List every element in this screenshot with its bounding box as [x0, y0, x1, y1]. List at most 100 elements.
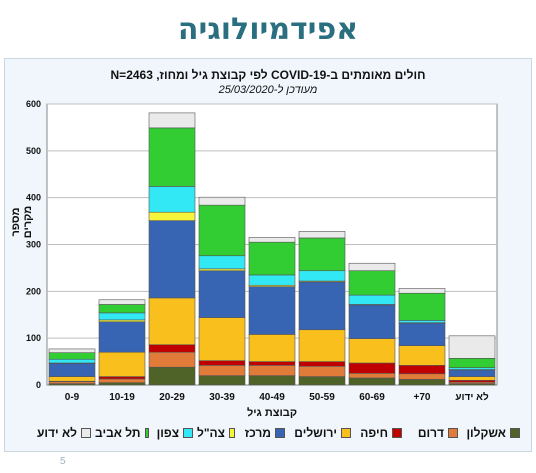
bar-segment: [98, 321, 146, 353]
legend-label: חיפה: [360, 426, 388, 440]
bar-segment: [198, 375, 246, 386]
bar-segment: [398, 320, 446, 324]
bar-segment: [248, 237, 296, 243]
x-tick-label: 40-49: [259, 392, 285, 403]
bar-segment: [348, 377, 396, 386]
bar-segment: [98, 378, 146, 383]
bar-segment: [98, 351, 146, 377]
bar-segment: [298, 281, 346, 331]
bar-segment: [98, 304, 146, 314]
legend-item: צפון: [153, 424, 193, 442]
bar-segment: [48, 358, 96, 364]
bar-segment: [148, 344, 196, 353]
bar-segment: [198, 365, 246, 376]
bar-segment: [448, 335, 496, 359]
bar-segment: [348, 372, 396, 379]
legend-item: תל אביב: [95, 424, 149, 442]
bar-segment: [398, 373, 446, 380]
legend-swatch: [183, 428, 193, 438]
bar-segment: [398, 292, 446, 321]
bar-segment: [298, 365, 346, 377]
bar-segment: [298, 329, 346, 362]
legend-swatch: [448, 428, 458, 438]
x-axis-label: קבוצת גיל: [246, 407, 298, 419]
x-tick-label: 30-39: [209, 392, 235, 403]
bar-segment: [48, 376, 96, 382]
bar-segment: [448, 376, 496, 381]
legend-item: ירושלים: [289, 424, 351, 442]
legend-label: דרום: [417, 426, 444, 440]
bar-segment: [98, 376, 146, 380]
bar-segment: [148, 112, 196, 129]
bar-segment: [198, 317, 246, 361]
chart-title: חולים מאומתים ב-COVID-19 לפי קבוצת גיל ו…: [110, 68, 426, 82]
y-tick-label: 600: [26, 99, 41, 109]
bar-segment: [298, 361, 346, 367]
bar-segment: [348, 362, 396, 374]
bar-segment: [248, 375, 296, 386]
bar-segment: [198, 360, 246, 366]
bar-segment: [48, 348, 96, 353]
legend-label: אשקלון: [466, 426, 506, 440]
legend-label: תל אביב: [95, 426, 141, 440]
x-tick-label: 60-69: [359, 392, 385, 403]
bar-segment: [248, 241, 296, 276]
x-tick-label: 50-59: [309, 392, 335, 403]
bar-segment: [148, 351, 196, 368]
legend-item: אשקלון: [462, 424, 520, 442]
bar-segment: [198, 196, 246, 206]
bar-segment: [148, 127, 196, 187]
legend-swatch: [81, 428, 91, 438]
y-tick-label: 0: [36, 380, 41, 390]
legend-swatch: [341, 428, 351, 438]
bar-segment: [148, 220, 196, 299]
bar-segment: [248, 286, 296, 335]
bar-segment: [398, 345, 446, 366]
legend-label: צה"ל: [197, 426, 225, 440]
bar-segment: [298, 231, 346, 239]
legend-swatch: [275, 428, 285, 438]
bar-segment: [148, 366, 196, 386]
x-tick-label: 10-19: [109, 392, 135, 403]
legend-swatch: [228, 428, 235, 438]
y-tick-label: 100: [26, 333, 41, 343]
legend-label: צפון: [156, 426, 179, 440]
x-tick-label: 0-9: [65, 392, 80, 403]
bar-segment: [348, 262, 396, 272]
x-tick-label: 20-29: [159, 392, 185, 403]
bar-segment: [348, 294, 396, 305]
bar-segment: [48, 363, 96, 377]
chart-legend: אשקלון דרום חיפה ירושלים מרכז צה"ל צפון תל אביב…: [0, 424, 536, 442]
bar-segment: [248, 334, 296, 362]
y-tick-label: 400: [26, 193, 41, 203]
bar-segment: [348, 270, 396, 296]
legend-swatch: [392, 428, 402, 438]
bar-segment: [298, 270, 346, 282]
bar-segment: [398, 379, 446, 386]
bar-segment: [398, 322, 446, 346]
bar-segment: [448, 358, 496, 368]
bar-segment: [98, 312, 146, 321]
page-number: 5: [60, 456, 66, 467]
legend-item: דרום: [406, 424, 458, 442]
bar-segment: [398, 365, 446, 375]
bar-segment: [298, 237, 346, 272]
bar-segment: [348, 304, 396, 339]
legend-item: חיפה: [355, 424, 402, 442]
legend-swatch: [510, 428, 520, 438]
bar-segment: [298, 376, 346, 386]
bar-segment: [398, 288, 446, 294]
legend-label: מרכז: [244, 426, 271, 440]
x-tick-label: לא ידוע: [455, 391, 489, 403]
x-tick-label: +70: [414, 392, 431, 403]
bar-segment: [248, 274, 296, 286]
y-tick-label: 500: [26, 146, 41, 156]
chart-subtitle: מעודכן ל-25/03/2020: [218, 84, 318, 96]
bar-segment: [98, 299, 146, 305]
bar-segment: [98, 382, 146, 386]
legend-label: ירושלים: [294, 426, 337, 440]
bar-segment: [148, 297, 196, 346]
slide-title: אפידמיולוגיה: [177, 12, 359, 47]
bar-segment: [198, 255, 246, 270]
